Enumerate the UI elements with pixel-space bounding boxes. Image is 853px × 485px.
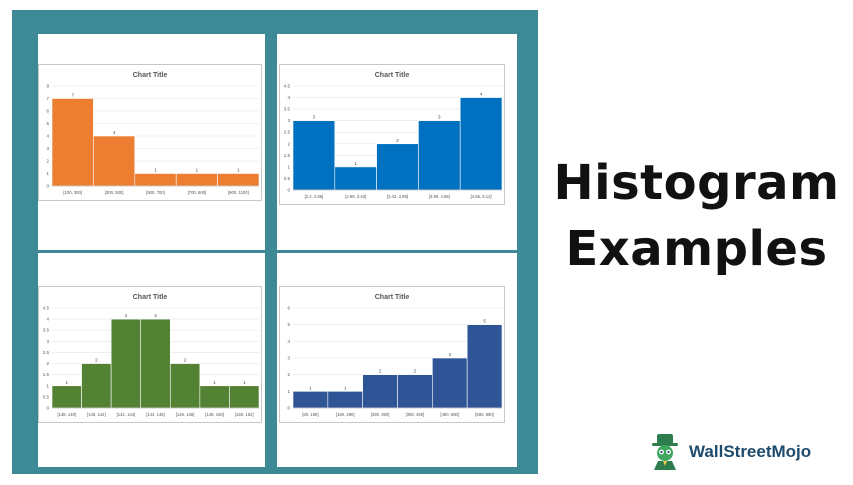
y-tick-label: 4.5	[43, 306, 50, 311]
histogram-bar	[229, 386, 259, 408]
x-tick-label: [300, 500]	[105, 190, 124, 195]
histogram-bar	[218, 174, 259, 187]
x-tick-label: [142, 144]	[117, 412, 136, 417]
histogram-bar	[432, 358, 467, 408]
x-tick-label: [190, 290]	[336, 412, 355, 417]
x-tick-label: [390, 490]	[406, 412, 425, 417]
mascot-icon	[645, 432, 685, 472]
histogram-chart-blue: Chart Title 0 0.5 1 1.5 2 2.5 3 3.5 4 4.5 3 [2.2, 2.…	[279, 64, 505, 205]
histogram-bar	[82, 364, 112, 408]
y-tick-label: 0.5	[43, 394, 50, 399]
histogram-chart-orange: Chart Title 0 1 2 3 4 5 6 7 8 7 [100, 300] 4 [300, 50…	[38, 64, 262, 201]
chart-title: Chart Title	[133, 72, 168, 79]
y-tick-label: 3.5	[284, 107, 291, 112]
histogram-bar	[398, 375, 433, 408]
histogram-bar	[176, 174, 217, 187]
y-tick-label: 2.5	[43, 350, 50, 355]
histogram-bar	[135, 174, 176, 187]
y-tick-label: 1.5	[284, 153, 291, 158]
y-tick-label: 3.5	[43, 328, 50, 333]
histogram-bar	[200, 386, 230, 408]
y-tick-label: 2.5	[284, 130, 291, 135]
x-tick-label: [2.2, 2.86]	[305, 194, 324, 199]
x-tick-label: [3.43, 3.99]	[387, 194, 408, 199]
y-tick-label: 1.5	[43, 372, 50, 377]
x-tick-label: [2.86, 3.43]	[345, 194, 366, 199]
histogram-bar	[141, 319, 171, 408]
x-tick-label: [150, 152]	[235, 412, 254, 417]
x-tick-label: [3.99, 4.56]	[429, 194, 450, 199]
histogram-bar	[293, 121, 335, 190]
x-tick-label: [140, 142]	[87, 412, 106, 417]
x-tick-label: [700, 900]	[188, 190, 207, 195]
histogram-bar	[111, 319, 141, 408]
chart-title: Chart Title	[133, 294, 168, 301]
heading-line-2: Examples	[540, 216, 853, 282]
histogram-bar	[335, 167, 377, 190]
histogram-bar	[418, 121, 460, 190]
histogram-bar	[377, 144, 419, 190]
histogram-chart-green: Chart Title00.511.522.533.544.51[138, 14…	[38, 286, 262, 423]
x-tick-label: [148, 150]	[205, 412, 224, 417]
histogram-bar	[460, 98, 502, 190]
x-tick-label: [290, 390]	[371, 412, 390, 417]
x-tick-label: [146, 148]	[176, 412, 195, 417]
brand-name: WallStreetMojo	[689, 442, 811, 462]
x-tick-label: [100, 300]	[63, 190, 82, 195]
histogram-chart-navy: Chart Title 0 1 2 3 4 5 6 1 [80, 190] 1 [190, 290] 2…	[279, 286, 505, 423]
histogram-bar	[293, 391, 328, 408]
x-tick-label: [590, 690]	[475, 412, 494, 417]
histogram-bar	[363, 375, 398, 408]
histogram-bar	[52, 386, 82, 408]
histogram-bar	[328, 391, 363, 408]
brand-logo: WallStreetMojo	[645, 432, 811, 472]
histogram-bar	[170, 364, 200, 408]
y-tick-label: 4.5	[284, 84, 291, 89]
histogram-bar	[467, 325, 502, 408]
x-tick-label: [900, 1100]	[228, 190, 249, 195]
x-tick-label: [138, 140]	[57, 412, 76, 417]
x-tick-label: [490, 590]	[440, 412, 459, 417]
x-tick-label: [144, 146]	[146, 412, 165, 417]
histogram-bar	[52, 99, 93, 187]
x-tick-label: [80, 190]	[302, 412, 318, 417]
heading-line-1: Histogram	[540, 150, 853, 216]
y-tick-label: 0.5	[284, 176, 291, 181]
x-tick-label: [500, 700]	[146, 190, 165, 195]
x-tick-label: [4.56, 5.12]	[471, 194, 492, 199]
histogram-bar	[93, 136, 134, 186]
page-heading: Histogram Examples	[540, 150, 853, 282]
chart-title: Chart Title	[375, 72, 410, 79]
chart-title: Chart Title	[375, 294, 410, 301]
